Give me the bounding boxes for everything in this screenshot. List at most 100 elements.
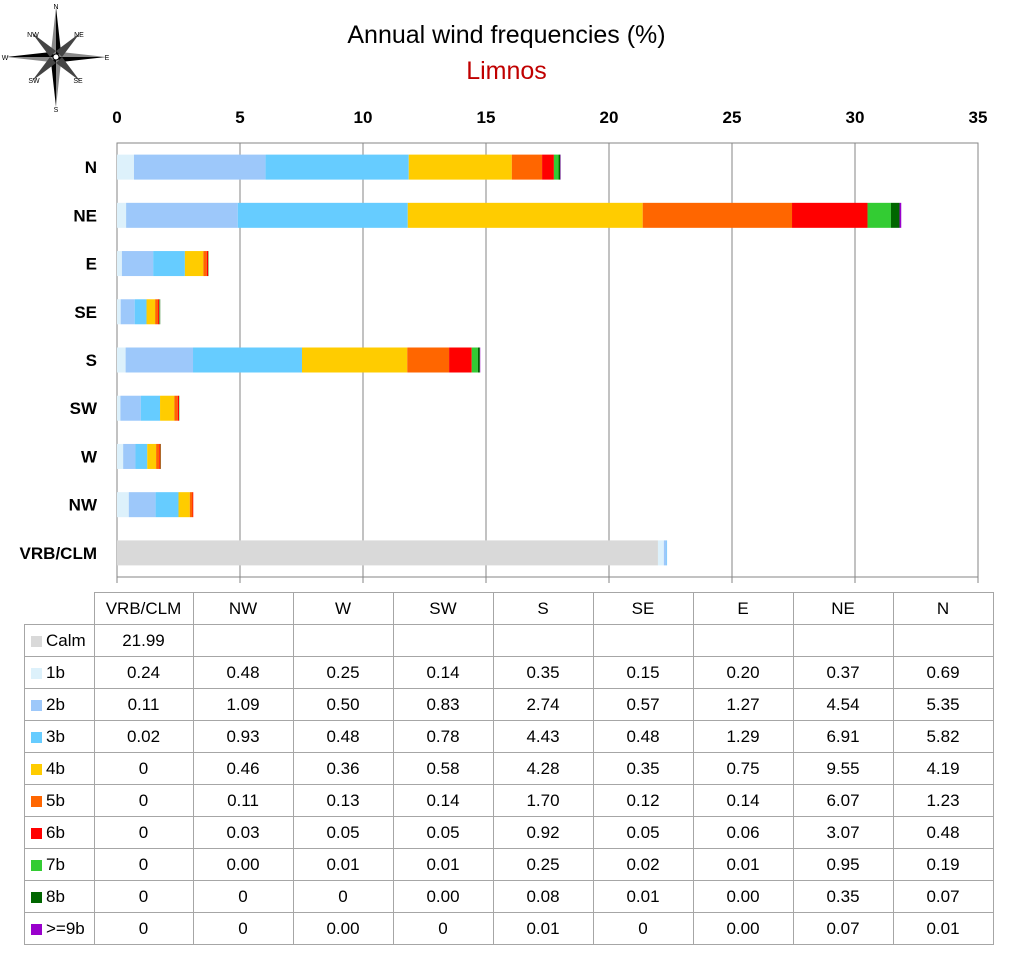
table-cell: 0.05: [592, 816, 694, 849]
table-cell: 0.83: [392, 688, 494, 721]
legend-label: 6b: [46, 822, 65, 842]
legend-label: 4b: [46, 758, 65, 778]
table-cell: 0.07: [892, 880, 994, 913]
column-header: E: [692, 592, 794, 625]
bar-segment: [184, 251, 204, 277]
bar-segment: [123, 443, 136, 469]
legend-cell: 8b: [24, 880, 95, 913]
table-cell: [192, 624, 294, 657]
bar-segment: [158, 299, 160, 325]
table-cell: 0.00: [692, 880, 794, 913]
bar-segment: [140, 395, 161, 421]
bar-segment: [120, 395, 141, 421]
table-cell: 1.29: [692, 720, 794, 753]
table-cell: 0.01: [692, 848, 794, 881]
category-label: S: [86, 351, 97, 370]
bar-segment: [125, 347, 194, 373]
table-cell: 0.14: [392, 784, 494, 817]
legend-label: Calm: [46, 630, 86, 650]
chart-subtitle: Limnos: [466, 57, 547, 85]
table-cell: 0.95: [792, 848, 894, 881]
legend-cell: 6b: [24, 816, 95, 849]
bar-segment: [657, 540, 664, 566]
table-cell: 0.01: [592, 880, 694, 913]
table-cell: 5.82: [892, 720, 994, 753]
table-cell: 2.74: [492, 688, 594, 721]
table-cell: 0.69: [892, 656, 994, 689]
table-cell: 4.28: [492, 752, 594, 785]
column-header: SE: [592, 592, 694, 625]
compass-label: N: [53, 4, 58, 11]
table-cell: 0.02: [592, 848, 694, 881]
table-cell: 0.48: [292, 720, 394, 753]
bar-segment: [159, 443, 161, 469]
column-header: NW: [192, 592, 294, 625]
compass-label: NW: [27, 32, 39, 39]
bar-segment: [792, 202, 868, 228]
bar-segment: [126, 202, 238, 228]
compass-label: NE: [74, 32, 84, 39]
table-row: 3b 0.02 0.93 0.48 0.78 4.43 0.48 1.29 6.91 5.82: [24, 720, 994, 753]
bar-segment: [156, 443, 160, 469]
legend-cell: 2b: [24, 688, 95, 721]
legend-label: 3b: [46, 726, 65, 746]
table-cell: 0.78: [392, 720, 494, 753]
compass-label: E: [105, 55, 110, 62]
legend-swatch: [31, 795, 42, 807]
bar-segment: [237, 202, 408, 228]
table-cell: 0.15: [592, 656, 694, 689]
table-cell: 0: [192, 912, 294, 945]
table-cell: 5.35: [892, 688, 994, 721]
table-cell: 0.11: [192, 784, 294, 817]
bar-segment: [477, 347, 480, 373]
table-cell: 0.01: [392, 848, 494, 881]
legend-swatch: [31, 859, 42, 871]
legend-cell: 3b: [24, 720, 95, 753]
legend-cell: >=9b: [24, 912, 95, 945]
table-cell: 0.35: [492, 656, 594, 689]
x-tick-label: 25: [723, 108, 742, 127]
bar-segment: [117, 492, 129, 518]
table-cell: 0.02: [93, 720, 194, 753]
wind-rose-icon: N NE E SE S SW W NW: [2, 4, 110, 114]
table-cell: 3.07: [792, 816, 894, 849]
bar-segment: [449, 347, 472, 373]
bar-segment: [206, 251, 209, 277]
legend-label: 1b: [46, 662, 65, 682]
bar-segment: [117, 395, 121, 421]
legend-label: >=9b: [46, 918, 85, 938]
bar-segment: [134, 299, 147, 325]
table-cell: 1.27: [692, 688, 794, 721]
legend-cell: 1b: [24, 656, 95, 689]
stacked-bar-chart: 0 5 10 15 20 25 30 35 N NE E SE S SW W NW VRB/CLM: [20, 108, 987, 583]
table-row: 6b 0 0.03 0.05 0.05 0.92 0.05 0.06 3.07 0.48: [24, 816, 994, 849]
bar-segment: [408, 154, 512, 180]
table-row: 2b 0.11 1.09 0.50 0.83 2.74 0.57 1.27 4.54 5.35: [24, 688, 994, 721]
table-cell: 0.01: [492, 912, 594, 945]
x-tick-label: 15: [477, 108, 496, 127]
table-cell: 4.43: [492, 720, 594, 753]
category-label: SW: [70, 399, 98, 418]
table-cell: 0.00: [392, 880, 494, 913]
bar-segment: [120, 299, 135, 325]
table-cell: 0.24: [93, 656, 194, 689]
bar-segment: [153, 251, 185, 277]
legend-label: 5b: [46, 790, 65, 810]
table-cell: 0.48: [592, 720, 694, 753]
legend-cell: Calm: [24, 624, 95, 657]
table-cell: 0.37: [792, 656, 894, 689]
bar-segment: [117, 443, 124, 469]
bar-segment: [663, 540, 667, 566]
bar-segment: [117, 299, 121, 325]
column-header: N: [892, 592, 994, 625]
table-cell: 1.09: [192, 688, 294, 721]
table-cell: 0: [192, 880, 294, 913]
table-cell: 1.23: [892, 784, 994, 817]
legend-swatch: [31, 923, 42, 935]
x-tick-label: 30: [846, 108, 865, 127]
bar-segment: [867, 202, 891, 228]
table-cell: 0.75: [692, 752, 794, 785]
bar-segment: [407, 202, 643, 228]
x-tick-label: 5: [235, 108, 244, 127]
category-label: E: [86, 255, 97, 274]
